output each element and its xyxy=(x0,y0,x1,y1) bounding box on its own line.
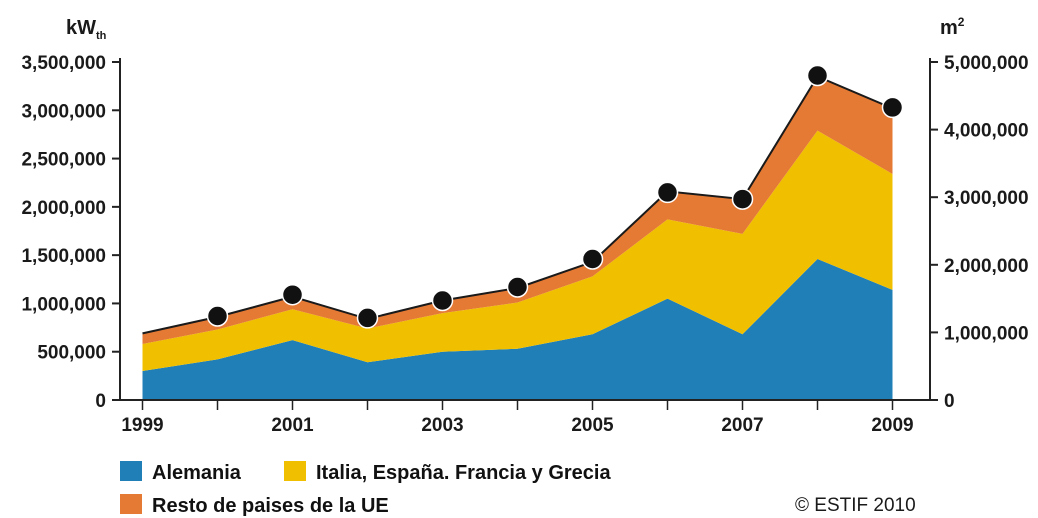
total-markers xyxy=(206,64,904,329)
credit-text: © ESTIF 2010 xyxy=(795,495,916,516)
right-tick-label-0: 0 xyxy=(944,391,955,412)
total-marker-2004 xyxy=(506,276,529,298)
total-marker-2006 xyxy=(656,181,679,204)
left-tick-label-3: 1,500,000 xyxy=(21,246,106,267)
left-tick-label-0: 0 xyxy=(95,391,106,412)
x-tick-label-2009: 2009 xyxy=(871,415,913,436)
right-tick-label-4: 4,000,000 xyxy=(944,121,1029,142)
total-marker-2000 xyxy=(206,305,229,327)
total-marker-2007 xyxy=(731,188,754,210)
right-tick-label-2: 2,000,000 xyxy=(944,256,1029,277)
right-tick-label-1: 1,000,000 xyxy=(944,323,1029,344)
legend-swatch-1 xyxy=(284,461,306,481)
legend-label-1: Italia, España. Francia y Grecia xyxy=(316,462,611,484)
area-series-0 xyxy=(142,259,893,400)
left-tick-label-1: 500,000 xyxy=(37,343,106,364)
left-tick-label-6: 3,000,000 xyxy=(21,101,106,122)
legend-swatch-0 xyxy=(120,461,142,481)
total-marker-2002 xyxy=(356,307,379,329)
right-tick-label-5: 5,000,000 xyxy=(944,53,1029,74)
right-axis-unit: m2 xyxy=(940,15,965,39)
x-tick-label-2003: 2003 xyxy=(421,415,463,436)
x-tick-label-2005: 2005 xyxy=(571,415,614,436)
legend-swatch-2 xyxy=(120,494,142,514)
left-tick-label-7: 3,500,000 xyxy=(21,53,106,74)
total-marker-2008 xyxy=(806,64,829,87)
x-tick-label-1999: 1999 xyxy=(121,415,163,436)
legend: Alemania Italia, España. Francia y Grecia… xyxy=(120,461,611,517)
area-series-1 xyxy=(142,130,893,371)
legend-label-2: Resto de paises de la UE xyxy=(152,495,389,517)
axes: 0 500,000 1,000,000 1,500,000 2,000,000 2,500… xyxy=(21,53,1028,436)
left-axis-unit: kWth xyxy=(66,17,107,42)
x-tick-label-2007: 2007 xyxy=(721,415,763,436)
total-marker-2005 xyxy=(581,248,604,270)
stacked-areas xyxy=(142,75,893,400)
left-tick-label-2: 1,000,000 xyxy=(21,294,106,315)
total-marker-2001 xyxy=(281,283,304,306)
left-tick-label-4: 2,000,000 xyxy=(21,198,106,219)
total-marker-2009 xyxy=(881,96,904,119)
right-tick-label-3: 3,000,000 xyxy=(944,188,1029,209)
left-tick-label-5: 2,500,000 xyxy=(21,150,106,171)
x-tick-label-2001: 2001 xyxy=(271,415,314,436)
total-marker-2003 xyxy=(431,289,454,312)
legend-label-0: Alemania xyxy=(152,462,242,484)
